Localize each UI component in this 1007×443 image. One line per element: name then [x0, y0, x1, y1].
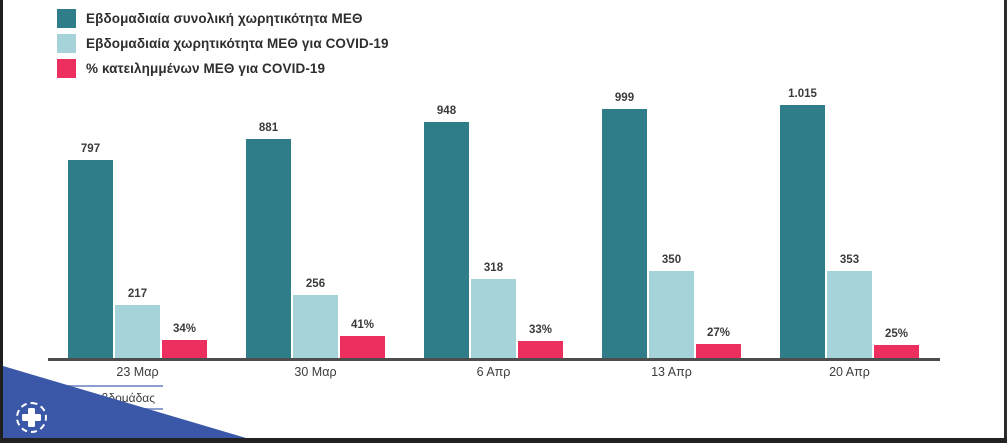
bar-value-label: 948	[436, 105, 457, 117]
bar-series-1-20-Απρ	[827, 271, 872, 359]
legend-label-total-capacity: Εβδομαδιαία συνολική χωρητικότητα ΜΕΘ	[86, 11, 363, 26]
bar-series-2-23-Μαρ	[162, 340, 207, 359]
legend-item-total-capacity: Εβδομαδιαία συνολική χωρητικότητα ΜΕΘ	[57, 9, 389, 28]
bar-series-0-6-Απρ	[424, 122, 469, 359]
window-frame-bottom	[0, 438, 1007, 443]
legend-item-covid-occupancy-pct: % κατειλημμένων ΜΕΘ για COVID-19	[57, 59, 389, 78]
x-tick-label: 20 Απρ	[829, 365, 870, 379]
cross-icon-horizontal	[22, 414, 41, 421]
bar-value-label: 217	[127, 288, 148, 300]
bar-value-label: 25%	[884, 328, 909, 340]
greek-cross-emblem-icon	[16, 402, 47, 433]
bar-series-2-20-Απρ	[874, 345, 919, 359]
bar-series-0-30-Μαρ	[246, 139, 291, 359]
bar-value-label: 797	[80, 143, 101, 155]
legend-label-covid-capacity: Εβδομαδιαία χωρητικότητα ΜΕΘ για COVID-1…	[86, 36, 389, 51]
legend-swatch-total-capacity	[57, 9, 76, 28]
bar-series-1-23-Μαρ	[115, 305, 160, 359]
legend-item-covid-capacity: Εβδομαδιαία χωρητικότητα ΜΕΘ για COVID-1…	[57, 34, 389, 53]
bar-value-label: 1.015	[788, 88, 817, 100]
bar-value-label: 256	[305, 278, 326, 290]
window-frame-right	[1004, 0, 1007, 443]
x-tick-label: 30 Μαρ	[294, 365, 337, 379]
bar-value-label: 353	[839, 254, 860, 266]
bar-value-label: 41%	[350, 319, 375, 331]
bar-value-label: 27%	[706, 327, 731, 339]
legend-label-covid-occupancy-pct: % κατειλημμένων ΜΕΘ για COVID-19	[86, 61, 326, 76]
bar-value-label: 350	[661, 254, 682, 266]
bar-value-label: 34%	[172, 323, 197, 335]
bar-series-0-20-Απρ	[780, 105, 825, 359]
window-frame-left	[0, 0, 3, 443]
legend-swatch-covid-occupancy-pct	[57, 59, 76, 78]
bar-series-0-13-Απρ	[602, 109, 647, 359]
x-tick-label: 6 Απρ	[476, 365, 511, 379]
bar-series-1-30-Μαρ	[293, 295, 338, 359]
bar-series-2-6-Απρ	[518, 341, 563, 359]
x-tick-label: 13 Απρ	[651, 365, 692, 379]
bar-series-1-13-Απρ	[649, 271, 694, 359]
bar-series-0-23-Μαρ	[68, 160, 113, 359]
bar-value-label: 318	[483, 262, 504, 274]
bar-series-2-30-Μαρ	[340, 336, 385, 359]
bar-series-1-6-Απρ	[471, 279, 516, 359]
x-axis-line	[48, 358, 940, 361]
chart-legend: Εβδομαδιαία συνολική χωρητικότητα ΜΕΘ Εβ…	[57, 9, 389, 78]
bar-value-label: 999	[614, 92, 635, 104]
bar-value-label: 33%	[528, 324, 553, 336]
legend-swatch-covid-capacity	[57, 34, 76, 53]
bar-series-2-13-Απρ	[696, 344, 741, 359]
bar-value-label: 881	[258, 122, 279, 134]
x-tick-label: 23 Μαρ	[116, 365, 159, 379]
